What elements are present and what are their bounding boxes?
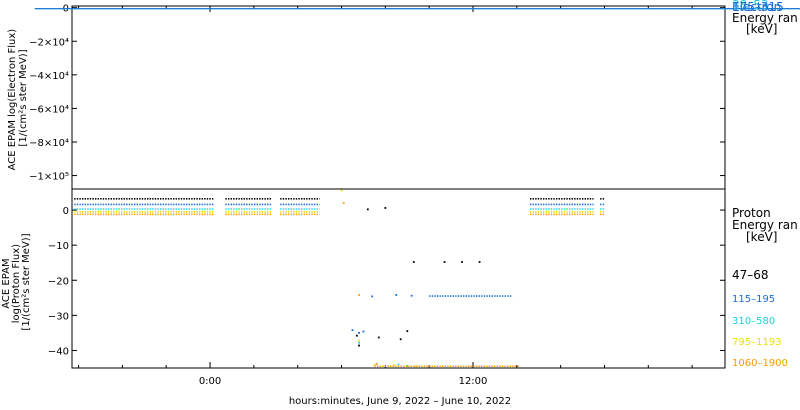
proton-legend-unit: [keV] (746, 230, 777, 244)
proton-data-point (358, 339, 360, 342)
x-tick-label: 12:00 (459, 376, 488, 387)
electron-y-tick-label: −6×10⁴ (29, 104, 69, 115)
proton-data-point (412, 261, 415, 263)
proton-data-point (358, 332, 360, 334)
proton-legend: Proton Energy ran [keV] 47–68 115–195 31… (732, 206, 798, 369)
x-axis-label: hours:minutes, June 9, 2022 – June 10, 2… (289, 396, 511, 407)
proton-data-point (375, 363, 378, 366)
electron-y-tick-label: −4×10⁴ (29, 71, 69, 82)
proton-data-point (399, 338, 402, 341)
proton-data-point (358, 294, 360, 296)
proton-y-tick-label: 0 (63, 206, 69, 217)
proton-panel-frame (71, 188, 726, 369)
proton-data-point (397, 363, 400, 366)
proton-data-point (358, 344, 360, 347)
proton-y-tick-label: −20 (48, 276, 69, 287)
proton-legend-entry-1060-1900: 1060–1900 (732, 358, 788, 369)
proton-legend-entry-115-195: 115–195 (732, 294, 775, 305)
proton-y-axis-label-line-2: log(Proton Flux) (11, 244, 22, 323)
proton-y-tick-label: −30 (48, 311, 69, 322)
proton-data-point (355, 334, 358, 337)
electron-y-axis-label-line-2: [1/(cm²s ster MeV)] (18, 49, 29, 146)
x-tick-label: 0:00 (199, 376, 221, 387)
proton-data-point (384, 207, 387, 209)
proton-data-point (366, 208, 369, 211)
electron-legend-entry-1: 38–53 (732, 0, 769, 12)
proton-data-point (342, 202, 345, 204)
electron-legend: 38–53 175–315 Electron Energy ran [keV] (732, 0, 798, 36)
proton-data-point (377, 336, 380, 339)
electron-legend-unit: [keV] (746, 22, 777, 36)
electron-y-axis-label-line-1: ACE EPAM log(Electron Flux) (7, 29, 18, 171)
proton-data-point (358, 341, 360, 344)
electron-y-axis-label: ACE EPAM log(Electron Flux) [1/(cm²s ste… (7, 26, 29, 171)
proton-data-point (461, 261, 463, 263)
proton-data-point (393, 364, 396, 367)
electron-y-tick-label: −8×10⁴ (29, 138, 69, 149)
proton-data-point (410, 294, 413, 297)
proton-y-tick-label: −40 (48, 346, 69, 357)
proton-y-axis-label-line-3: [1/(cm²s ster MeV)] (21, 233, 32, 330)
electron-legend-subtitle: Energy ran (732, 11, 798, 25)
proton-y-ticks: 0 −10 −20 −30 −40 (48, 206, 725, 357)
proton-data-point (406, 330, 409, 333)
proton-y-axis-label-line-1: ACE EPAM (1, 258, 12, 308)
proton-data-point (373, 364, 376, 367)
electron-y-ticks: 0−2×10⁴−4×10⁴−6×10⁴−8×10⁴−1×10⁵ (29, 4, 725, 183)
proton-data-point (340, 189, 343, 192)
electron-legend-title: Electron (732, 0, 781, 14)
electron-legend-entry-2: 175–315 (732, 0, 784, 14)
proton-legend-subtitle: Energy ran (732, 218, 798, 232)
proton-legend-entry-47-68: 47–68 (732, 268, 769, 282)
electron-panel-frame (71, 5, 726, 190)
proton-data-marks (74, 189, 605, 368)
proton-data-point (395, 294, 398, 296)
electron-y-tick-label: −2×10⁴ (29, 37, 69, 48)
proton-legend-entry-310-580: 310–580 (732, 316, 775, 327)
proton-legend-title: Proton (732, 206, 771, 220)
proton-data-point (443, 261, 446, 263)
proton-data-point (406, 364, 409, 367)
electron-y-tick-label: −1×10⁵ (29, 172, 69, 183)
proton-data-point (371, 295, 374, 298)
proton-data-point (351, 329, 354, 331)
x-axis-ticks: 0:00 12:00 (78, 6, 693, 387)
proton-data-point (362, 330, 365, 333)
proton-y-tick-label: −10 (48, 241, 69, 252)
proton-legend-entry-795-1193: 795–1193 (732, 337, 782, 348)
proton-y-axis-label: ACE EPAM log(Proton Flux) [1/(cm²s ster … (1, 233, 32, 330)
proton-data-point (478, 261, 481, 263)
